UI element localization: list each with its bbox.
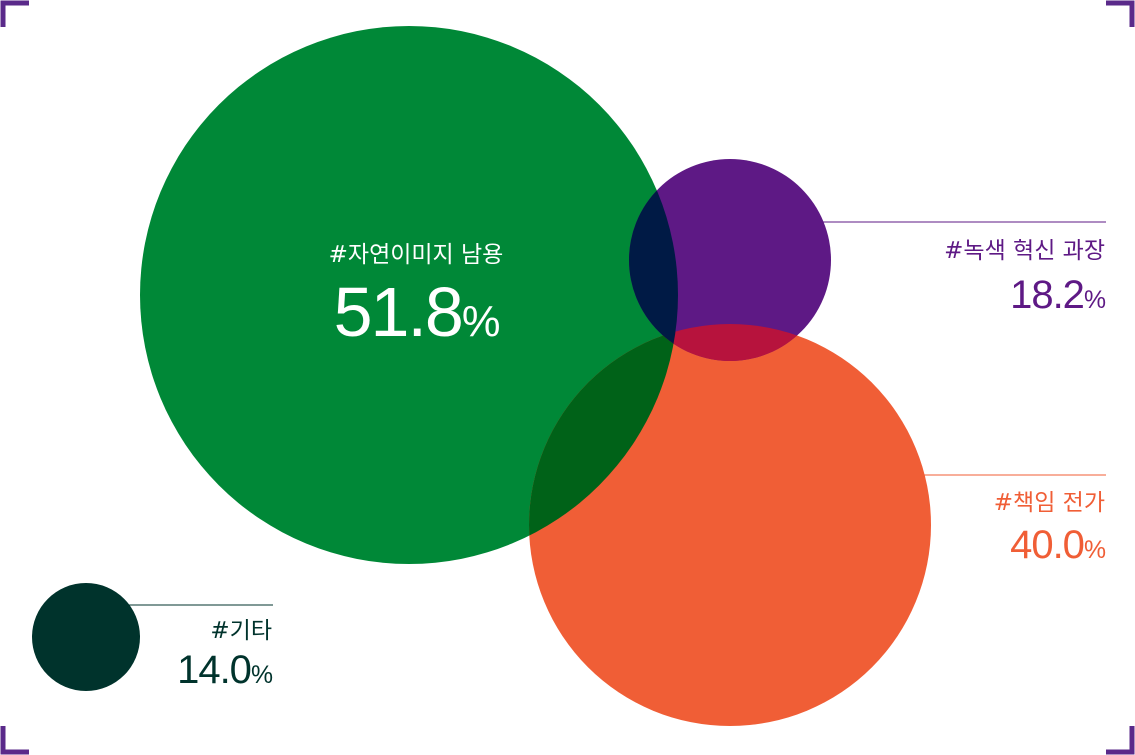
tag-label-other: #기타 (210, 618, 272, 644)
value-label-other: 14.0% (177, 648, 273, 692)
corner-bottom-left (0, 726, 29, 755)
bubble-dark-other (32, 583, 140, 691)
corner-top-right (1106, 0, 1135, 27)
bubble-purple-innovation (629, 159, 831, 361)
value-label-nature: 51.8% (334, 273, 500, 351)
tag-label-nature: #자연이미지 남용 (329, 242, 504, 268)
corner-top-left (0, 0, 29, 27)
overlap-green-orange (529, 324, 678, 564)
tag-label-innovation: #녹색 혁신 과장 (944, 238, 1105, 264)
value-label-innovation: 18.2% (1010, 273, 1106, 317)
corner-bottom-right (1106, 726, 1135, 755)
value-label-responsibility: 40.0% (1010, 523, 1106, 567)
tag-label-responsibility: #책임 전가 (994, 490, 1105, 516)
bubble-green-nature (140, 26, 678, 564)
